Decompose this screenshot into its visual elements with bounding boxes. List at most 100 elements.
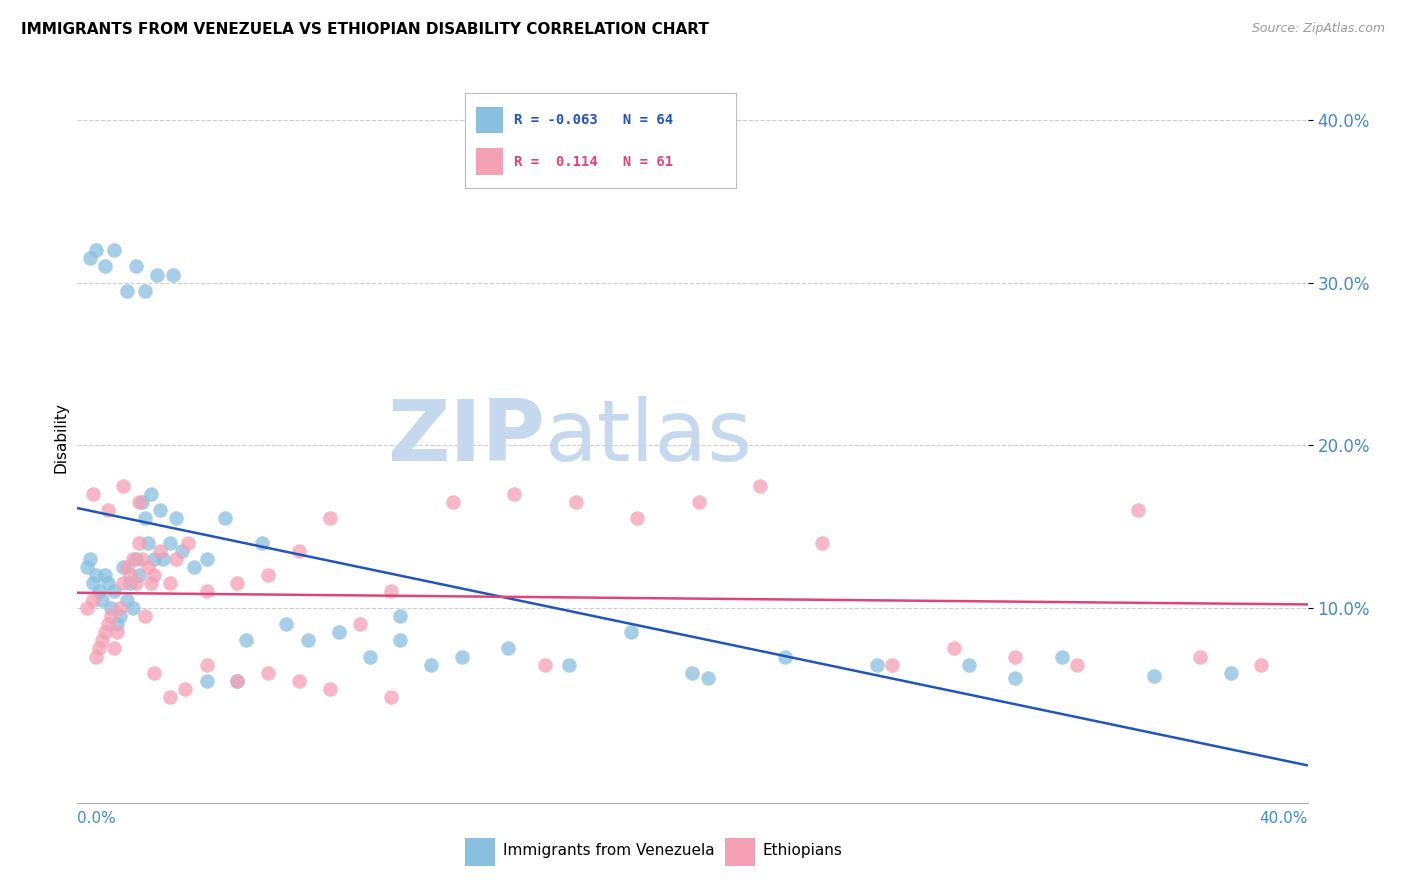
Point — [94, 625, 117, 640]
Point — [82, 592, 104, 607]
Point — [103, 641, 125, 656]
Point — [297, 633, 319, 648]
Point — [128, 535, 150, 549]
Point — [143, 552, 166, 566]
Point — [957, 657, 980, 672]
Point — [94, 568, 117, 582]
Point — [100, 600, 122, 615]
Point — [318, 511, 340, 525]
Point — [94, 260, 117, 274]
Point — [226, 673, 249, 688]
Point — [389, 608, 412, 623]
Point — [183, 560, 205, 574]
Point — [195, 657, 218, 672]
Point — [195, 673, 218, 688]
Point — [115, 560, 138, 574]
Text: ZIP: ZIP — [387, 395, 546, 479]
Point — [1219, 665, 1241, 680]
Point — [496, 641, 519, 656]
Point — [87, 641, 110, 656]
Point — [688, 495, 710, 509]
Point — [276, 617, 298, 632]
Point — [131, 552, 153, 566]
Point — [696, 671, 718, 685]
Point — [112, 479, 135, 493]
Point — [134, 511, 156, 525]
Point — [90, 633, 114, 648]
Point — [235, 633, 257, 648]
Point — [165, 511, 187, 525]
Point — [626, 511, 648, 525]
Point — [380, 584, 402, 599]
Point — [349, 617, 371, 632]
Point — [503, 487, 526, 501]
Point — [1188, 649, 1211, 664]
Point — [84, 568, 107, 582]
Point — [749, 479, 772, 493]
Point — [97, 503, 120, 517]
Point — [682, 665, 704, 680]
Point — [257, 665, 280, 680]
Text: Source: ZipAtlas.com: Source: ZipAtlas.com — [1251, 22, 1385, 36]
Point — [103, 243, 125, 257]
Point — [534, 657, 557, 672]
Point — [564, 495, 586, 509]
Point — [79, 552, 101, 566]
Point — [118, 568, 141, 582]
Point — [170, 544, 193, 558]
Point — [810, 535, 832, 549]
Point — [110, 608, 132, 623]
Point — [84, 243, 107, 257]
Point — [131, 495, 153, 509]
Point — [105, 617, 128, 632]
Point — [866, 657, 889, 672]
Point — [558, 657, 581, 672]
Point — [450, 649, 472, 664]
Point — [226, 576, 249, 591]
Point — [1050, 649, 1073, 664]
Point — [143, 568, 166, 582]
Point — [159, 690, 181, 705]
Point — [87, 584, 110, 599]
Point — [141, 576, 163, 591]
Point — [159, 535, 181, 549]
Point — [165, 552, 187, 566]
Point — [195, 584, 218, 599]
Point — [82, 487, 104, 501]
Point — [318, 681, 340, 696]
Point — [162, 268, 184, 282]
Text: 0.0%: 0.0% — [77, 811, 117, 826]
Point — [90, 592, 114, 607]
Point — [136, 560, 159, 574]
Point — [125, 576, 148, 591]
Point — [288, 544, 311, 558]
Point — [288, 673, 311, 688]
Point — [105, 625, 128, 640]
Point — [97, 576, 120, 591]
Point — [143, 665, 166, 680]
Point — [121, 600, 143, 615]
Point — [110, 600, 132, 615]
Point — [1004, 671, 1026, 685]
Point — [118, 576, 141, 591]
Point — [115, 592, 138, 607]
Point — [134, 608, 156, 623]
Point — [76, 560, 98, 574]
Point — [328, 625, 350, 640]
Point — [441, 495, 464, 509]
Point — [146, 268, 169, 282]
Point — [97, 617, 120, 632]
Point — [257, 568, 280, 582]
Point — [100, 608, 122, 623]
Text: IMMIGRANTS FROM VENEZUELA VS ETHIOPIAN DISABILITY CORRELATION CHART: IMMIGRANTS FROM VENEZUELA VS ETHIOPIAN D… — [21, 22, 709, 37]
Point — [152, 552, 174, 566]
Y-axis label: Disability: Disability — [53, 401, 69, 473]
Point — [149, 503, 172, 517]
Point — [125, 552, 148, 566]
Point — [103, 584, 125, 599]
Point — [136, 535, 159, 549]
Point — [420, 657, 443, 672]
Point — [79, 252, 101, 266]
Point — [214, 511, 236, 525]
Point — [882, 657, 904, 672]
